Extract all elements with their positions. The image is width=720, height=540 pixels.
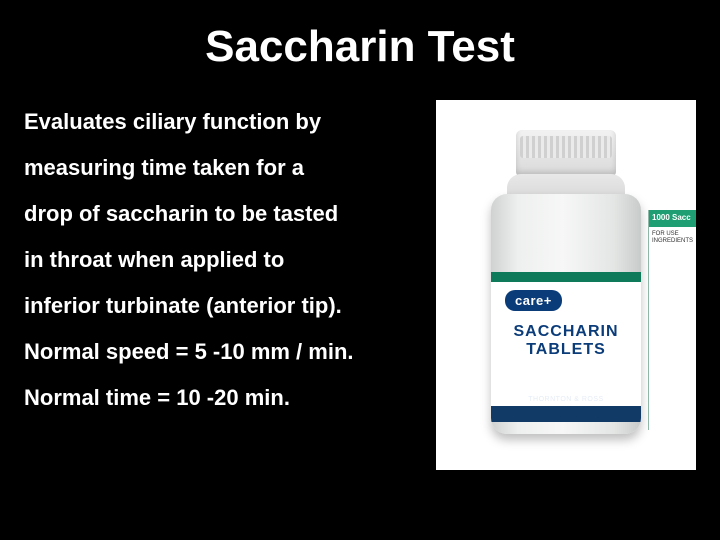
body-line: measuring time taken for a <box>24 146 426 190</box>
bottle-illustration: care+ SACCHARIN TABLETS THORNTON & ROSS <box>481 130 651 440</box>
body-line: Normal speed = 5 -10 mm / min. <box>24 330 426 374</box>
side-box-label: 1000 Sacc FOR USE INGREDIENTS <box>648 210 696 430</box>
bottle-cap <box>516 130 616 176</box>
bottle-body: care+ SACCHARIN TABLETS THORNTON & ROSS <box>491 194 641 434</box>
slide: Saccharin Test Evaluates ciliary functio… <box>0 0 720 540</box>
body-line: Normal time = 10 -20 min. <box>24 376 426 420</box>
text-column: Evaluates ciliary function by measuring … <box>24 100 426 470</box>
brand-badge: care+ <box>505 290 562 311</box>
slide-title: Saccharin Test <box>24 22 696 72</box>
label-line-1: SACCHARIN <box>514 323 619 341</box>
body-line: drop of saccharin to be tasted <box>24 192 426 236</box>
product-image: care+ SACCHARIN TABLETS THORNTON & ROSS … <box>436 100 696 470</box>
body-line: in throat when applied to <box>24 238 426 282</box>
body-line: Evaluates ciliary function by <box>24 100 426 144</box>
label-line-2: TABLETS <box>526 341 606 359</box>
bottle-label: care+ SACCHARIN TABLETS THORNTON & ROSS <box>491 272 641 422</box>
manufacturer-text: THORNTON & ROSS <box>491 396 641 403</box>
content-row: Evaluates ciliary function by measuring … <box>24 100 696 470</box>
side-box-header: 1000 Sacc <box>649 210 696 227</box>
side-box-text: FOR USE INGREDIENTS <box>649 227 696 249</box>
body-line: inferior turbinate (anterior tip). <box>24 284 426 328</box>
